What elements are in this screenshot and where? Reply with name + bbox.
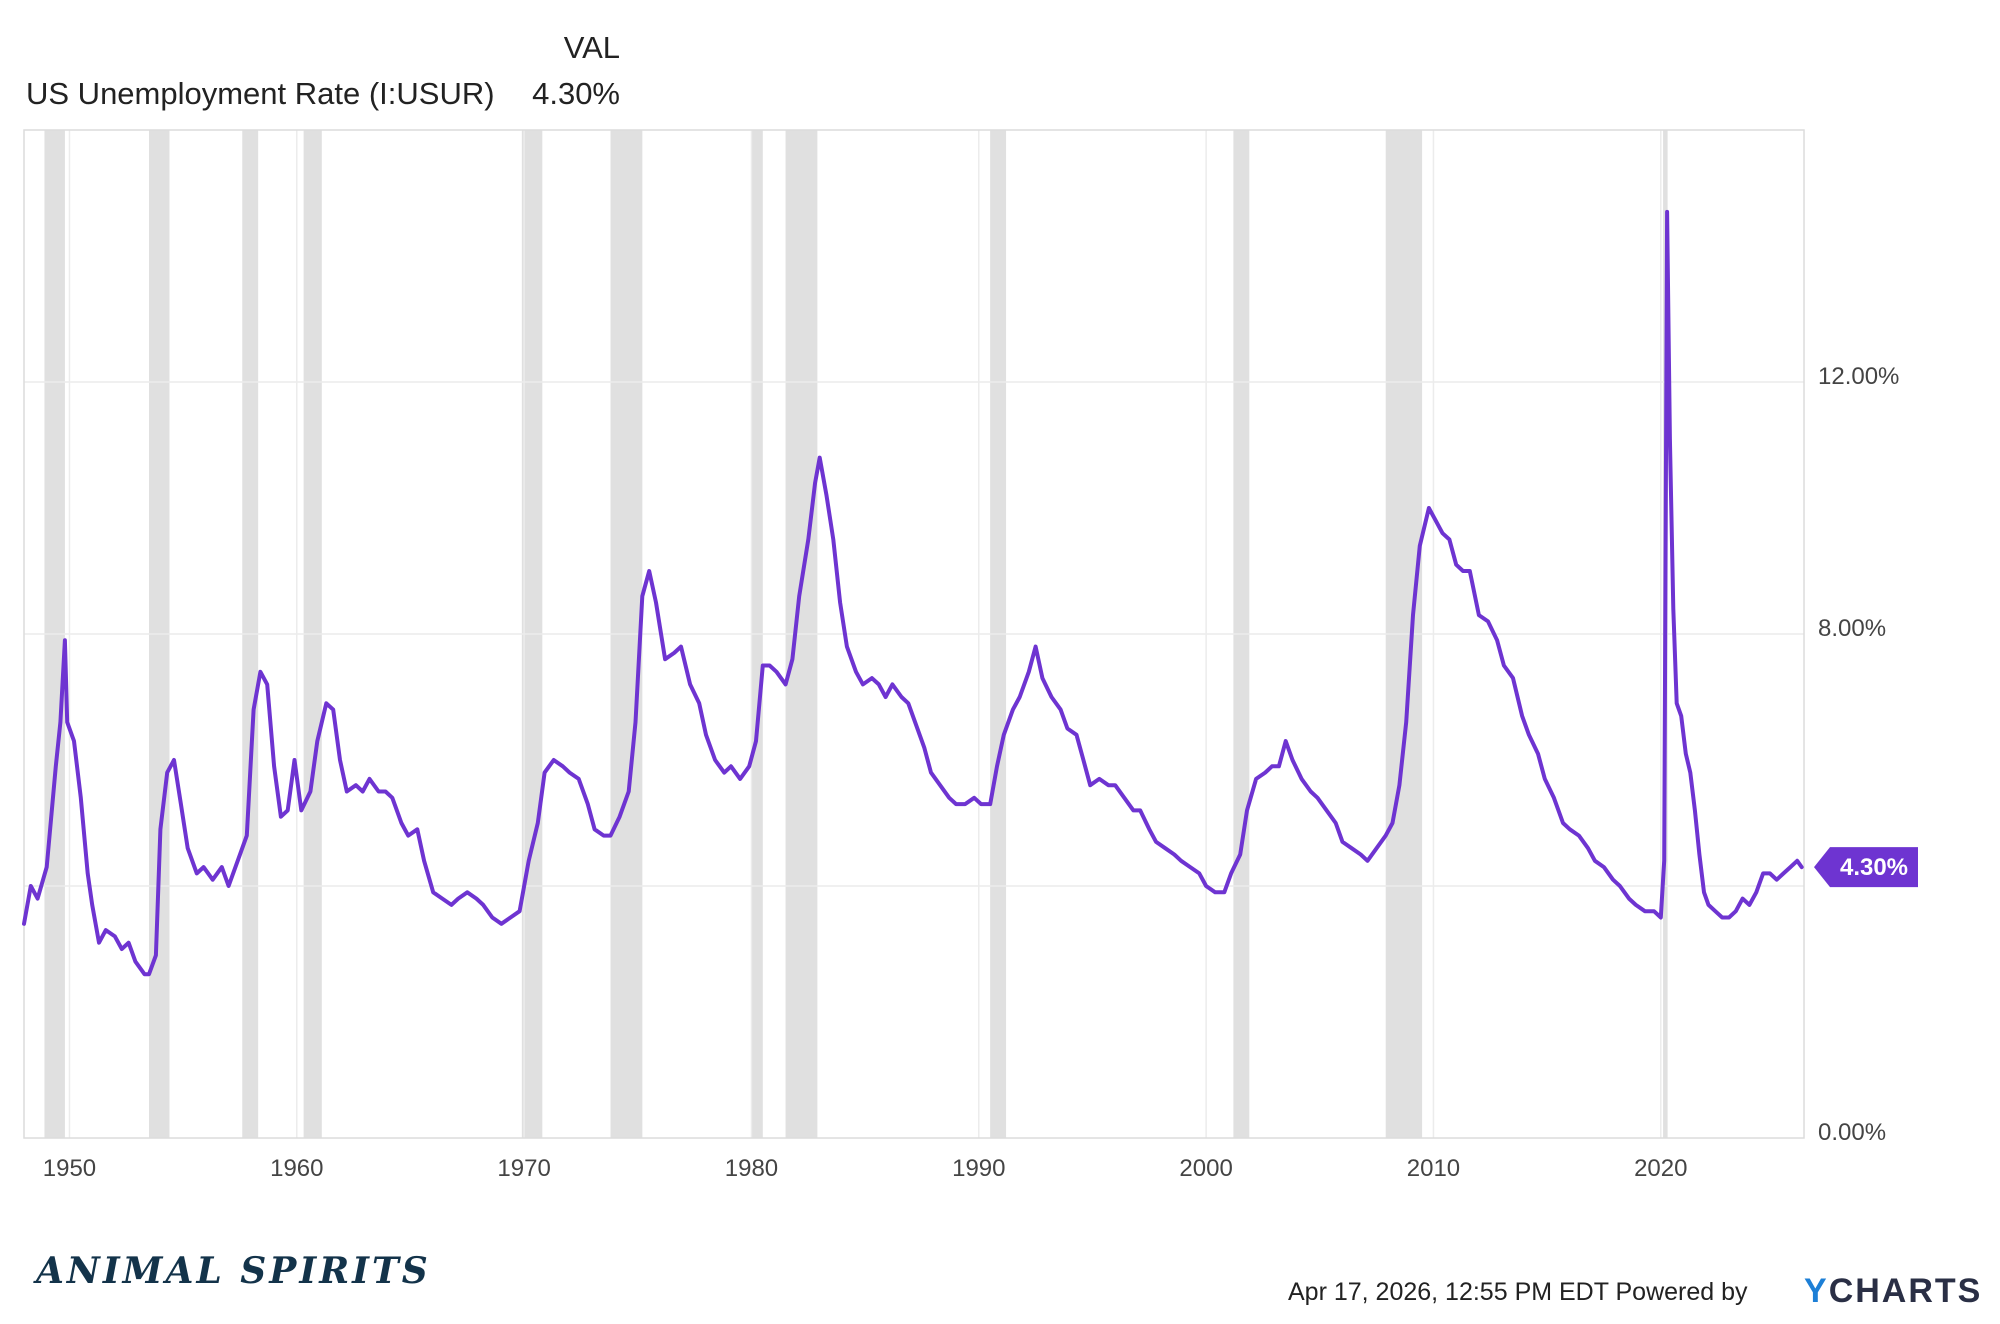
unemployment-line-chart: 0.00% 8.00% 12.00% 1950 1960 1970 1980 1990 200… [22,129,1918,1182]
x-tick-label: 2020 [1634,1155,1687,1182]
legend-header: VAL [563,30,620,65]
plot-frame [23,129,1805,1139]
y-tick-label: 0.00% [1818,1119,1886,1146]
series-line-unemployment [22,209,1804,977]
animal-spirits-logo: ANIMAL SPIRITS [36,1250,431,1292]
y-tick-label: 12.00% [1818,363,1899,390]
x-tick-label: 1990 [952,1155,1005,1182]
x-tick-label: 2010 [1407,1155,1460,1182]
x-tick-label: 1960 [270,1155,323,1182]
y-tick-label: 8.00% [1818,615,1886,642]
ycharts-logo-y: Y [1804,1272,1829,1310]
y-axis: 0.00% 8.00% 12.00% [1818,363,1899,1146]
x-tick-label: 2000 [1179,1155,1232,1182]
current-value-flag-label: 4.30% [1840,854,1908,881]
x-tick-label: 1970 [497,1155,550,1182]
x-tick-label: 1980 [725,1155,778,1182]
footer-timestamp: Apr 17, 2026, 12:55 PM EDT Powered by [1288,1278,1748,1306]
grid-lines [24,130,1804,1138]
x-tick-label: 1950 [43,1155,96,1182]
legend-current-value: 4.30% [532,76,620,111]
ycharts-logo: YCHARTS [1804,1272,1982,1311]
ycharts-logo-text: CHARTS [1828,1272,1983,1310]
x-axis: 1950 1960 1970 1980 1990 2000 2010 2020 [43,1155,1688,1182]
current-value-flag: 4.30% [1814,847,1918,888]
current-value-flag-shape [1814,847,1918,888]
legend-series-name: US Unemployment Rate (I:USUR) [26,76,495,111]
